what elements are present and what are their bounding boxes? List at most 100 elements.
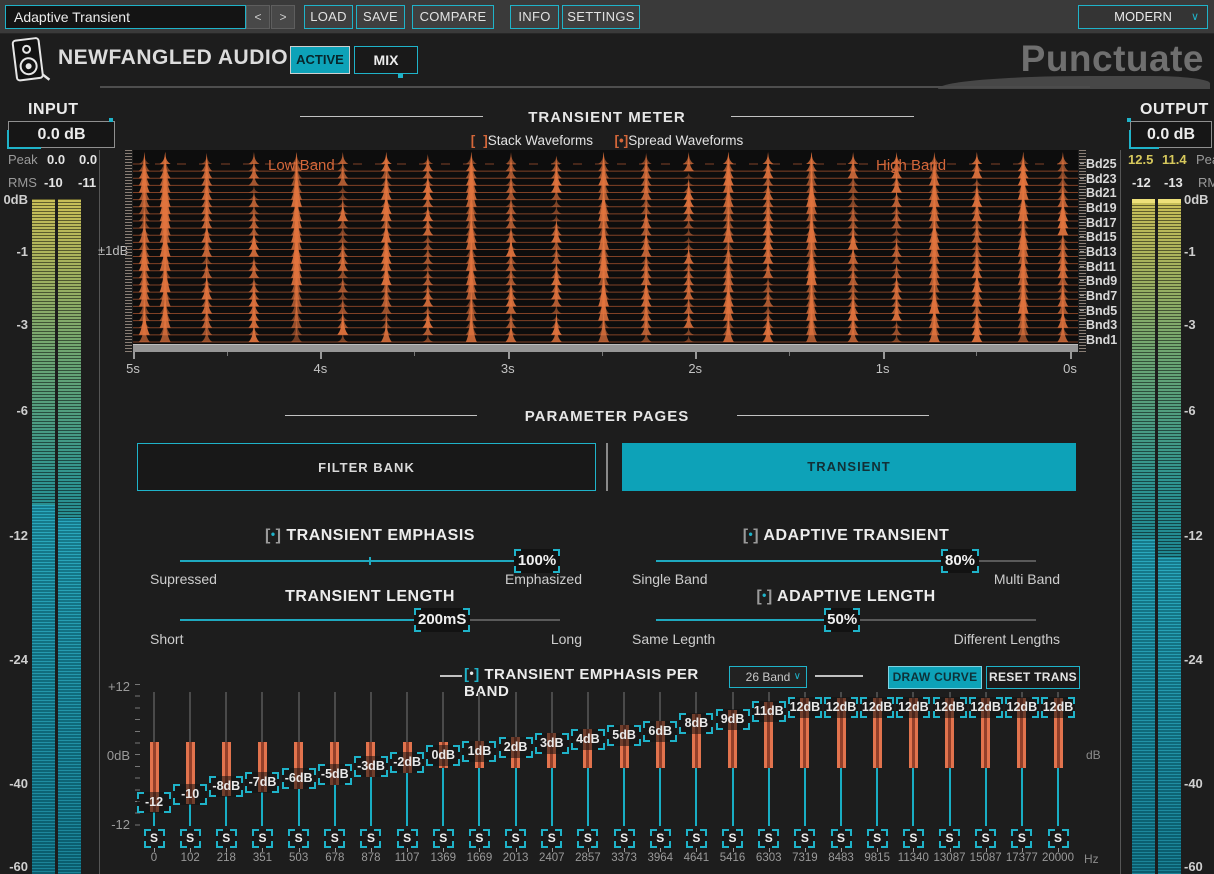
band-solo-button[interactable]: S (324, 829, 346, 848)
adaptive_length-slider-track-rest[interactable] (860, 619, 1036, 621)
save-button[interactable]: SAVE (356, 5, 405, 29)
title-line (300, 116, 483, 117)
skin-select[interactable]: MODERN ∨ (1078, 5, 1208, 29)
band-gain-handle[interactable]: 12dB (824, 697, 859, 719)
band-slider-track-lower (731, 719, 734, 826)
band-slider-track-lower (406, 762, 409, 826)
band-gain-handle[interactable]: 9dB (715, 709, 750, 731)
band-solo-button[interactable]: S (794, 829, 816, 848)
stack-waveforms-radio[interactable]: []Stack Waveforms (470, 133, 593, 148)
waveform-left-handle[interactable] (125, 150, 132, 352)
length-slider-track-rest[interactable] (470, 619, 560, 621)
band-solo-button[interactable]: S (505, 829, 527, 848)
band-solo-button[interactable]: S (975, 829, 997, 848)
band-solo-button[interactable]: S (830, 829, 852, 848)
next-preset-button[interactable]: > (271, 5, 295, 29)
left-panel-divider (99, 150, 100, 874)
band-gain-handle[interactable]: 1dB (462, 740, 497, 762)
info-button[interactable]: INFO (510, 5, 559, 29)
band-gain-handle[interactable]: 0dB (426, 744, 461, 766)
band-solo-button[interactable]: S (758, 829, 780, 848)
reset-trans-button[interactable]: RESET TRANS (986, 666, 1080, 689)
band-gain-handle[interactable]: -8dB (209, 775, 244, 797)
band-solo-button[interactable]: S (939, 829, 961, 848)
band-gain-handle[interactable]: 11dB (751, 701, 786, 723)
emphasis-value-box[interactable]: 100% (514, 549, 560, 573)
band-solo-button[interactable]: S (1047, 829, 1069, 848)
band-solo-button[interactable]: S (143, 829, 165, 848)
band-solo-button[interactable]: S (577, 829, 599, 848)
band-solo-button[interactable]: S (468, 829, 490, 848)
band-solo-button[interactable]: S (685, 829, 707, 848)
band-freq-label: 4641 (683, 852, 710, 864)
band-transient-level (1017, 697, 1027, 768)
transient-waveform-display[interactable] (133, 150, 1078, 344)
band-solo-button[interactable]: S (541, 829, 563, 848)
band-freq-label: 2857 (575, 852, 601, 864)
band-solo-button[interactable]: S (251, 829, 273, 848)
waveform-mode-row: []Stack Waveforms [•]Spread Waveforms (300, 133, 914, 148)
band-gain-handle[interactable]: -6dB (281, 768, 316, 790)
band-gain-handle[interactable]: 12dB (932, 697, 967, 719)
band-gain-handle[interactable]: 3dB (534, 732, 569, 754)
mix-button[interactable]: MIX (354, 46, 418, 74)
band-gain-handle[interactable]: 6dB (643, 720, 678, 742)
settings-button[interactable]: SETTINGS (562, 5, 640, 29)
band-label-tick (1080, 250, 1084, 252)
load-button[interactable]: LOAD (304, 5, 353, 29)
mix-indicator-dot (398, 73, 403, 78)
band-solo-button[interactable]: S (613, 829, 635, 848)
adaptive_length-slider-track[interactable] (656, 619, 825, 621)
band-gain-handle[interactable]: 12dB (787, 697, 822, 719)
tab-transient[interactable]: TRANSIENT (622, 443, 1076, 491)
input-gain-field[interactable]: 0.0 dB (8, 121, 115, 148)
band-gain-handle[interactable]: -5dB (317, 764, 352, 786)
band-gain-handle[interactable]: -12 (137, 791, 171, 813)
emphasis-slider-track[interactable] (180, 560, 514, 562)
band-solo-button[interactable]: S (360, 829, 382, 848)
band-solo-button[interactable]: S (215, 829, 237, 848)
band-solo-button[interactable]: S (396, 829, 418, 848)
band-gain-handle[interactable]: -2dB (390, 752, 425, 774)
length-value-box[interactable]: 200mS (414, 608, 471, 632)
band-slider-track-upper (731, 692, 734, 720)
adaptive-slider-track[interactable] (656, 560, 941, 562)
band-solo-button[interactable]: S (649, 829, 671, 848)
adaptive_length-value-box[interactable]: 50% (824, 608, 861, 632)
band-solo-button[interactable]: S (722, 829, 744, 848)
band-gain-handle[interactable]: 4dB (570, 728, 605, 750)
tab-filter-bank[interactable]: FILTER BANK (137, 443, 596, 491)
band-gain-handle[interactable]: -7dB (245, 771, 280, 793)
band-solo-button[interactable]: S (432, 829, 454, 848)
prev-preset-button[interactable]: < (246, 5, 270, 29)
band-solo-button[interactable]: S (1011, 829, 1033, 848)
band-gain-handle[interactable]: 12dB (1004, 697, 1039, 719)
band-solo-button[interactable]: S (902, 829, 924, 848)
band-solo-button[interactable]: S (866, 829, 888, 848)
preset-name-field[interactable]: Adaptive Transient (5, 5, 246, 29)
output-gain-accent2 (1129, 147, 1159, 149)
active-button[interactable]: ACTIVE (290, 46, 350, 74)
length-slider-track[interactable] (180, 619, 415, 621)
band-freq-tick (443, 848, 445, 852)
band-gain-handle[interactable]: 2dB (498, 736, 533, 758)
band-gain-handle[interactable]: 12dB (968, 697, 1003, 719)
band-gain-handle[interactable]: 12dB (1041, 697, 1075, 719)
output-gain-field[interactable]: 0.0 dB (1130, 121, 1212, 148)
band-gain-handle[interactable]: -10 (173, 783, 208, 805)
band-solo-button[interactable]: S (288, 829, 310, 848)
band-gain-handle[interactable]: 12dB (860, 697, 895, 719)
draw-curve-button[interactable]: DRAW CURVE (888, 666, 982, 689)
band-freq-label: 1369 (430, 852, 457, 864)
adaptive-slider-track-rest[interactable] (979, 560, 1036, 562)
band-gain-handle[interactable]: 12dB (896, 697, 931, 719)
spread-waveforms-radio[interactable]: [•]Spread Waveforms (614, 133, 744, 148)
adaptive-value-box[interactable]: 80% (941, 549, 979, 573)
band-solo-button[interactable]: S (179, 829, 201, 848)
compare-button[interactable]: COMPARE (412, 5, 494, 29)
band-gain-handle[interactable]: 8dB (679, 713, 714, 735)
band-gain-handle[interactable]: 5dB (607, 724, 642, 746)
band-count-select[interactable]: 26 Band ∨ (729, 666, 807, 688)
band-gain-handle[interactable]: -3dB (353, 756, 388, 778)
waveform-scroll-bar[interactable] (133, 344, 1078, 352)
